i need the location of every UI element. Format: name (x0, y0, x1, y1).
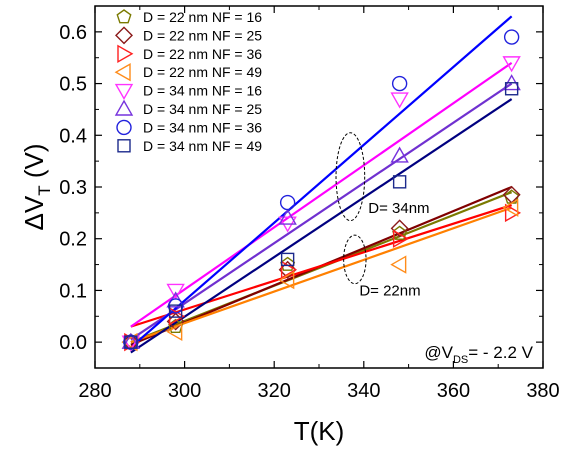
data-point (278, 208, 297, 225)
x-tick-label: 300 (168, 380, 201, 402)
data-point (391, 75, 408, 92)
data-point (124, 335, 138, 349)
y-axis-title: ΔVT (V) (19, 144, 54, 231)
fit-line (130, 204, 512, 328)
y-tick-label: 0.5 (59, 74, 87, 96)
data-point (504, 203, 522, 223)
y-tick-label: 0.0 (59, 332, 87, 354)
legend-marker (117, 139, 131, 153)
fit-lines (130, 15, 513, 354)
data-point (390, 255, 407, 274)
data-point (502, 198, 519, 217)
annotation-label: D= 22nm (359, 283, 420, 300)
fit-line (130, 206, 513, 344)
x-tick-label: 320 (258, 380, 291, 402)
data-point (280, 252, 295, 267)
annotations: D= 34nm D= 22nm (335, 132, 430, 300)
fit-line (130, 191, 513, 344)
legend-label: D = 34 nm NF = 16 (143, 83, 262, 99)
x-tick-label: 380 (526, 380, 559, 402)
annotation-label: D= 34nm (368, 200, 429, 217)
data-point (392, 229, 410, 248)
data-point (390, 219, 409, 238)
legend: D = 22 nm NF = 16 D = 22 nm NF = 25 D = 22… (114, 9, 262, 154)
legend-label: D = 34 nm NF = 49 (143, 138, 262, 154)
data-point (167, 298, 184, 314)
y-tick-label: 0.3 (59, 177, 87, 199)
legend-label: D = 22 nm NF = 25 (143, 27, 262, 43)
fit-line (130, 15, 513, 349)
legend-marker (114, 83, 134, 101)
legend-marker (117, 44, 134, 64)
legend-label: D = 34 nm NF = 25 (143, 101, 262, 117)
data-point (390, 92, 409, 109)
x-axis-title: T(K) (294, 416, 345, 446)
legend-marker (114, 99, 134, 116)
data-point (168, 304, 183, 318)
data-point (390, 146, 409, 163)
legend-label: D = 22 nm NF = 36 (143, 46, 262, 62)
y-tick-label: 0.2 (59, 229, 87, 251)
x-tick-label: 340 (347, 380, 380, 402)
data-point (166, 283, 185, 300)
fit-line (130, 98, 513, 354)
fit-line (130, 61, 513, 328)
fit-line (130, 82, 513, 341)
y-tick-label: 0.4 (59, 125, 87, 147)
legend-marker (116, 119, 132, 136)
x-tick-label: 280 (78, 380, 111, 402)
legend-marker (116, 9, 132, 24)
y-tick-label: 0.1 (59, 280, 87, 302)
data-point (392, 175, 407, 189)
y-tick-label: 0.6 (59, 22, 87, 44)
bias-condition: @VDS= - 2.2 V (424, 343, 533, 366)
legend-label: D = 22 nm NF = 49 (143, 64, 262, 80)
data-point (279, 194, 296, 211)
legend-label: D = 34 nm NF = 36 (143, 119, 262, 135)
axis-ticks: 280 300 320 340 360 380 0.0 0.1 0.2 0.3 0.4 0.5 0.6 (59, 5, 560, 402)
data-points (121, 29, 522, 352)
data-point (502, 56, 521, 73)
annotation-ellipse (335, 132, 366, 222)
legend-marker (115, 26, 133, 45)
legend-marker (114, 62, 131, 82)
legend-label: D = 22 nm NF = 16 (143, 9, 262, 25)
data-point (166, 322, 183, 342)
data-point (503, 29, 520, 45)
x-tick-label: 360 (437, 380, 470, 402)
annotation-ellipse (343, 234, 367, 285)
data-point (504, 82, 519, 96)
data-point (278, 270, 295, 290)
data-point (123, 334, 139, 350)
